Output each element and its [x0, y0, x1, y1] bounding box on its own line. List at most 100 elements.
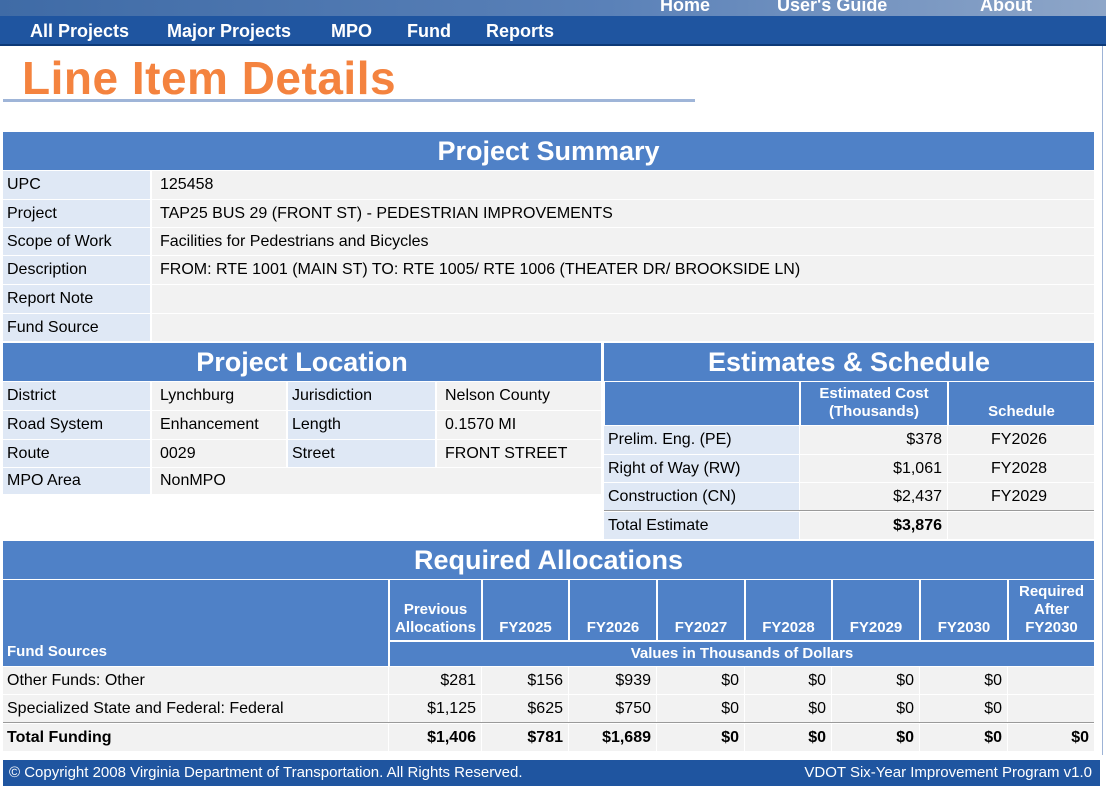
upc-label: UPC — [3, 171, 150, 199]
mpo-area-value: NonMPO — [152, 468, 601, 494]
rw-cost: $1,061 — [800, 455, 947, 482]
fund-row-2-fy2028: $0 — [745, 695, 831, 722]
units-note: Values in Thousands of Dollars — [389, 641, 1094, 666]
project-location-header: Project Location — [3, 343, 601, 381]
col-fy2029: FY2029 — [832, 580, 919, 640]
col-fy2027: FY2027 — [657, 580, 744, 640]
fund-row-1-fy2026: $939 — [569, 667, 656, 694]
title-underline — [3, 99, 695, 102]
total-funding-fy2026: $1,689 — [569, 724, 656, 751]
schedule-header: Schedule — [948, 382, 1094, 425]
total-funding-after-fy2030: $0 — [1008, 724, 1094, 751]
project-label: Project — [3, 200, 150, 227]
col-previous-allocations: Previous Allocations — [389, 580, 481, 640]
total-funding-fy2025: $781 — [482, 724, 568, 751]
total-estimate-schedule — [948, 512, 1094, 539]
version-text: VDOT Six-Year Improvement Program v1.0 — [804, 764, 1092, 781]
cn-cost: $2,437 — [800, 483, 947, 510]
fund-row-1-fy2027: $0 — [657, 667, 744, 694]
fund-row-1-after-fy2030 — [1008, 667, 1094, 694]
home-link[interactable]: Home — [660, 0, 711, 15]
col-fy2030: FY2030 — [920, 580, 1007, 640]
footer: © Copyright 2008 Virginia Department of … — [3, 760, 1100, 786]
project-summary-header: Project Summary — [3, 132, 1094, 170]
fund-row-1-previous: $281 — [389, 667, 481, 694]
main-nav: All Projects Major Projects MPO Fund Rep… — [0, 16, 1106, 46]
street-value: FRONT STREET — [437, 440, 601, 467]
total-estimate-label: Total Estimate — [604, 512, 799, 539]
funding-total-divider — [3, 722, 1094, 723]
upc-value: 125458 — [152, 171, 1094, 199]
col-required-after-fy2030: Required After FY2030 — [1008, 580, 1094, 640]
pe-schedule: FY2026 — [948, 426, 1094, 454]
rw-schedule: FY2028 — [948, 455, 1094, 482]
nav-major-projects[interactable]: Major Projects — [167, 21, 292, 41]
page-title: Line Item Details — [22, 52, 397, 104]
fund-row-1-source: Other Funds: Other — [3, 667, 388, 694]
col-fy2028: FY2028 — [745, 580, 831, 640]
fund-source-value — [152, 314, 1094, 341]
users-guide-link[interactable]: User's Guide — [777, 0, 888, 15]
col-fy2025: FY2025 — [482, 580, 568, 640]
estimates-phase-header — [604, 382, 799, 425]
scope-value: Facilities for Pedestrians and Bicycles — [152, 228, 1094, 255]
cn-schedule: FY2029 — [948, 483, 1094, 510]
description-value: FROM: RTE 1001 (MAIN ST) TO: RTE 1005/ R… — [152, 256, 1094, 284]
road-system-value: Enhancement — [152, 411, 286, 439]
scope-label: Scope of Work — [3, 228, 150, 255]
route-label: Route — [3, 440, 150, 467]
required-allocations-header: Required Allocations — [3, 541, 1094, 579]
description-label: Description — [3, 256, 150, 284]
fund-row-2-fy2025: $625 — [482, 695, 568, 722]
fund-row-1-fy2029: $0 — [832, 667, 919, 694]
pe-label: Prelim. Eng. (PE) — [604, 426, 799, 454]
total-estimate-cost: $3,876 — [800, 512, 947, 539]
district-label: District — [3, 382, 150, 410]
total-funding-label: Total Funding — [3, 724, 388, 751]
project-value: TAP25 BUS 29 (FRONT ST) - PEDESTRIAN IMP… — [152, 200, 1094, 227]
total-funding-fy2028: $0 — [745, 724, 831, 751]
nav-reports[interactable]: Reports — [486, 21, 555, 41]
fund-row-2-previous: $1,125 — [389, 695, 481, 722]
fund-sources-header: Fund Sources — [3, 580, 388, 666]
page-border — [1102, 46, 1103, 755]
street-label: Street — [288, 440, 435, 467]
copyright-text: © Copyright 2008 Virginia Department of … — [9, 764, 523, 781]
length-value: 0.1570 MI — [437, 411, 601, 439]
nav-all-projects[interactable]: All Projects — [30, 21, 130, 41]
total-funding-previous: $1,406 — [389, 724, 481, 751]
estimates-total-divider — [604, 510, 1094, 511]
jurisdiction-label: Jurisdiction — [288, 382, 435, 410]
estimates-schedule-header: Estimates & Schedule — [604, 343, 1094, 381]
fund-row-1-fy2028: $0 — [745, 667, 831, 694]
fund-row-2-fy2030: $0 — [920, 695, 1007, 722]
estimated-cost-header: Estimated Cost (Thousands) — [800, 382, 947, 425]
col-fy2026: FY2026 — [569, 580, 656, 640]
report-note-label: Report Note — [3, 285, 150, 313]
fund-row-2-fy2027: $0 — [657, 695, 744, 722]
fund-row-2-after-fy2030 — [1008, 695, 1094, 722]
nav-mpo[interactable]: MPO — [331, 21, 373, 41]
mpo-area-label: MPO Area — [3, 468, 150, 494]
jurisdiction-value: Nelson County — [437, 382, 601, 410]
nav-fund[interactable]: Fund — [407, 21, 451, 41]
length-label: Length — [288, 411, 435, 439]
cn-label: Construction (CN) — [604, 483, 799, 510]
total-funding-fy2030: $0 — [920, 724, 1007, 751]
fund-row-2-fy2029: $0 — [832, 695, 919, 722]
total-funding-fy2027: $0 — [657, 724, 744, 751]
fund-row-1-fy2030: $0 — [920, 667, 1007, 694]
fund-source-label: Fund Source — [3, 314, 150, 341]
report-note-value — [152, 285, 1094, 313]
road-system-label: Road System — [3, 411, 150, 439]
route-value: 0029 — [152, 440, 286, 467]
district-value: Lynchburg — [152, 382, 286, 410]
top-strip: Home User's Guide About — [0, 0, 1106, 16]
rw-label: Right of Way (RW) — [604, 455, 799, 482]
fund-row-2-source: Specialized State and Federal: Federal — [3, 695, 388, 722]
pe-cost: $378 — [800, 426, 947, 454]
total-funding-fy2029: $0 — [832, 724, 919, 751]
fund-row-2-fy2026: $750 — [569, 695, 656, 722]
about-link[interactable]: About — [980, 0, 1032, 15]
fund-row-1-fy2025: $156 — [482, 667, 568, 694]
